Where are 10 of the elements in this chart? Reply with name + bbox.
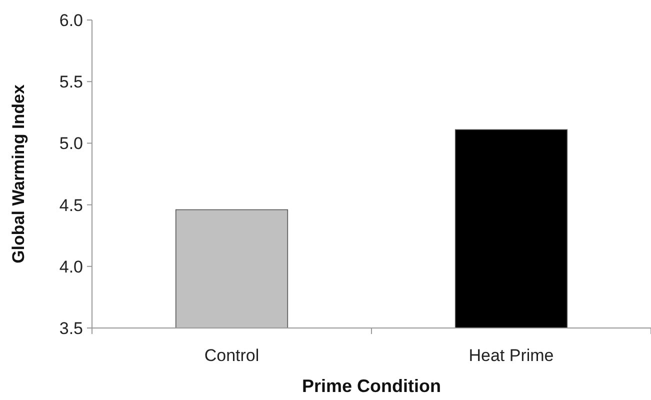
- y-tick-label: 5.0: [59, 134, 83, 154]
- y-tick-label: 3.5: [59, 318, 83, 338]
- x-tick-label: Control: [204, 346, 260, 365]
- y-axis-title: Global Warming Index: [9, 84, 28, 264]
- y-tick-label: 4.5: [59, 196, 83, 215]
- y-tick-label: 4.0: [59, 257, 83, 276]
- x-tick-label: Heat Prime: [468, 346, 554, 365]
- y-tick-label: 6.0: [59, 10, 83, 30]
- y-tick-label: 5.5: [59, 72, 83, 92]
- x-axis-title: Prime Condition: [302, 376, 441, 396]
